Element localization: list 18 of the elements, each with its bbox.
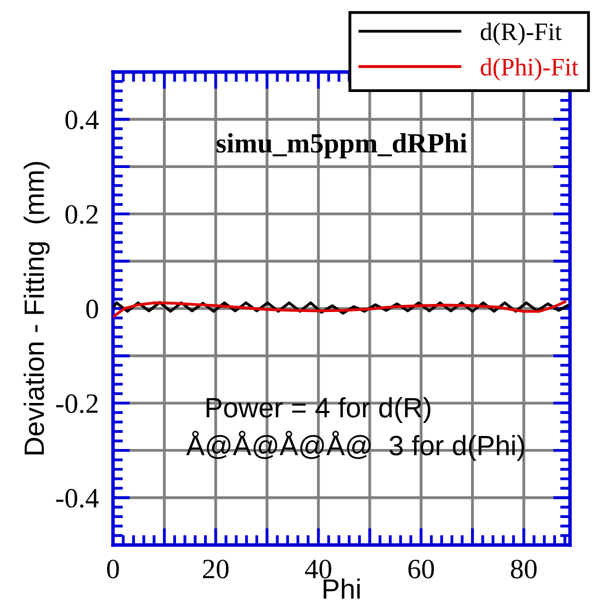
x-tick-label: 20 bbox=[203, 560, 229, 578]
y-tick-label: -0.2 bbox=[56, 394, 98, 414]
x-tick-label: 40 bbox=[305, 560, 332, 578]
x-axis-title: Phi bbox=[324, 578, 360, 599]
y-axis-title: Deviation - Fitting (mm) bbox=[24, 162, 50, 454]
line-series bbox=[113, 300, 566, 318]
x-tick-label: 80 bbox=[510, 560, 537, 578]
x-tick-label: 60 bbox=[408, 560, 434, 578]
legend-label: d(Phi)-Fit bbox=[480, 58, 578, 81]
y-tick-label: 0.2 bbox=[65, 205, 98, 224]
annotation: Å@Å@Å@Å@ 3 for d(Phi) bbox=[186, 430, 524, 461]
legend-label: d(R)-Fit bbox=[480, 22, 562, 46]
y-tick-label: -0.4 bbox=[56, 488, 99, 508]
y-tick-label: 0.4 bbox=[65, 110, 99, 130]
y-tick-label: 0 bbox=[86, 300, 98, 318]
text: simu_m5ppm_dRPhi bbox=[216, 133, 467, 158]
x-tick-label: 0 bbox=[107, 560, 119, 578]
annotation: Power = 4 for d(R) bbox=[206, 397, 430, 424]
